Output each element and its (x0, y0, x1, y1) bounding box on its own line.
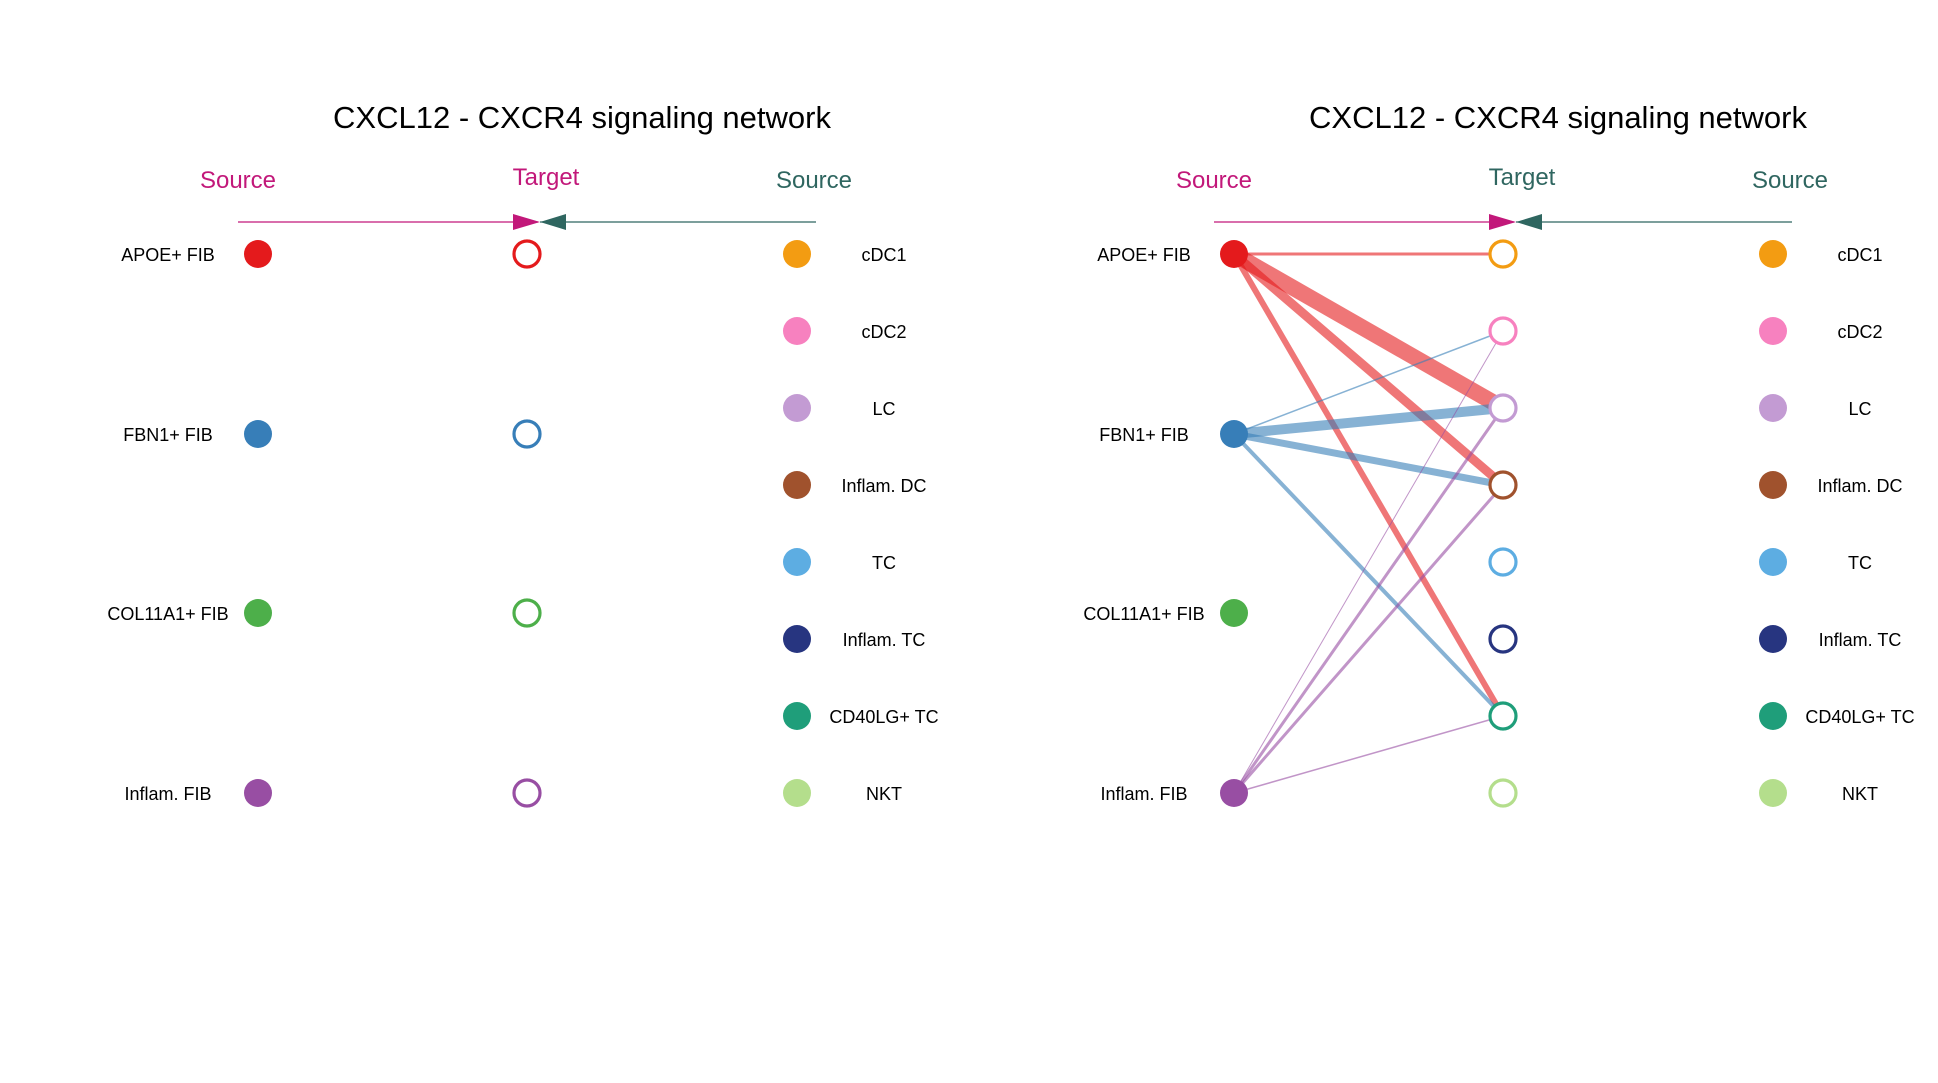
receiver-label: CD40LG+ TC (1805, 707, 1914, 727)
receiver-node (1759, 548, 1787, 576)
receiver-label: cDC2 (1837, 322, 1882, 342)
receiver-node (783, 625, 811, 653)
panel-left: CXCL12 - CXCR4 signaling network Source Ta… (107, 100, 939, 808)
source-node (244, 779, 272, 807)
source-label: COL11A1+ FIB (1083, 604, 1204, 624)
receiver-header: Source (776, 167, 852, 194)
receiver-node (783, 394, 811, 422)
target-node (1488, 547, 1518, 577)
target-node (512, 239, 542, 269)
target-node (512, 419, 542, 449)
receiver-label: Inflam. TC (1819, 630, 1902, 650)
receiver-label: NKT (1842, 784, 1878, 804)
receiver-node (783, 317, 811, 345)
receiver-label: Inflam. DC (841, 476, 926, 496)
receiver-node (1759, 240, 1787, 268)
receiver-node (1759, 779, 1787, 807)
receiver-label: Inflam. TC (843, 630, 926, 650)
receiver-node (783, 779, 811, 807)
target-node (512, 778, 542, 808)
receiver-label: LC (1848, 399, 1871, 419)
edge-3-6 (1233, 715, 1504, 794)
edge-0-2 (1230, 247, 1507, 415)
receiver-label: cDC2 (861, 322, 906, 342)
source-node (1220, 240, 1248, 268)
panel-title: CXCL12 - CXCR4 signaling network (1309, 100, 1807, 135)
panel-right: CXCL12 - CXCR4 signaling network Source Ta… (1083, 100, 1915, 808)
source-label: Inflam. FIB (124, 784, 211, 804)
target-header: Target (513, 164, 580, 191)
receiver-arrowhead (1516, 214, 1542, 230)
source-node (244, 599, 272, 627)
receiver-header: Source (1752, 167, 1828, 194)
receiver-node (783, 548, 811, 576)
edge-0-3 (1231, 250, 1506, 489)
source-label: FBN1+ FIB (123, 425, 213, 445)
target-node (1488, 778, 1518, 808)
source-header: Source (1176, 167, 1252, 194)
source-label: APOE+ FIB (121, 245, 215, 265)
target-node (1488, 470, 1518, 500)
receiver-label: Inflam. DC (1817, 476, 1902, 496)
target-node (1488, 393, 1518, 423)
panel-title: CXCL12 - CXCR4 signaling network (333, 100, 831, 135)
source-node (1220, 599, 1248, 627)
edge-1-1 (1233, 330, 1504, 435)
receiver-node (783, 240, 811, 268)
edge-1-6 (1232, 432, 1505, 718)
source-label: APOE+ FIB (1097, 245, 1191, 265)
source-header: Source (200, 167, 276, 194)
receiver-node (783, 702, 811, 730)
edge-0-6 (1231, 252, 1506, 718)
receiver-node (1759, 625, 1787, 653)
edge-1-2 (1233, 403, 1504, 439)
source-node (1220, 779, 1248, 807)
edges (1230, 247, 1507, 794)
receiver-node (783, 471, 811, 499)
source-arrowhead (513, 214, 540, 230)
target-header: Target (1489, 164, 1556, 191)
edge-3-1 (1233, 330, 1504, 794)
edge-1-3 (1233, 430, 1504, 489)
receiver-label: cDC1 (1837, 245, 1882, 265)
target-node (1488, 239, 1518, 269)
target-node (1488, 624, 1518, 654)
target-node (1488, 701, 1518, 731)
edge-3-3 (1232, 484, 1505, 794)
target-node (512, 598, 542, 628)
source-label: FBN1+ FIB (1099, 425, 1189, 445)
source-node (244, 240, 272, 268)
receiver-node (1759, 394, 1787, 422)
receiver-label: TC (872, 553, 896, 573)
receiver-label: NKT (866, 784, 902, 804)
edge-3-2 (1232, 407, 1505, 794)
receiver-arrowhead (540, 214, 566, 230)
source-label: Inflam. FIB (1100, 784, 1187, 804)
receiver-node (1759, 471, 1787, 499)
source-node (244, 420, 272, 448)
receiver-node (1759, 317, 1787, 345)
target-node (1488, 316, 1518, 346)
receiver-label: LC (872, 399, 895, 419)
receiver-label: TC (1848, 553, 1872, 573)
source-arrowhead (1489, 214, 1516, 230)
receiver-label: CD40LG+ TC (829, 707, 938, 727)
source-node (1220, 420, 1248, 448)
receiver-node (1759, 702, 1787, 730)
source-label: COL11A1+ FIB (107, 604, 228, 624)
receiver-label: cDC1 (861, 245, 906, 265)
